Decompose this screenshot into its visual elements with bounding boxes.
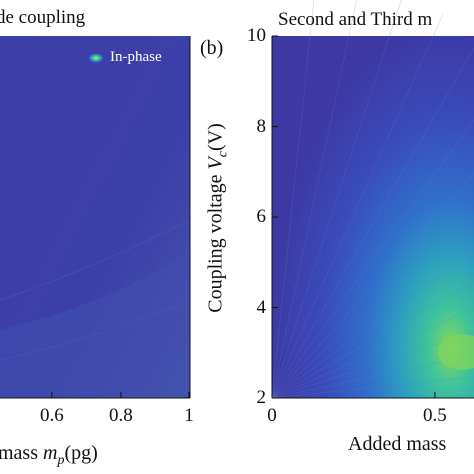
left-panel-title: de coupling: [0, 7, 86, 28]
right-contour-line: [271, 281, 474, 399]
right-panel-title: Second and Third m: [278, 9, 433, 30]
left-contour-shade: [0, 250, 190, 398]
axis-ticks: [51, 35, 436, 399]
left-x-tick-label: 0.6: [39, 405, 64, 426]
left-x-label-text: mass: [0, 442, 43, 464]
right-x-tick-label: 0.5: [423, 405, 447, 426]
right-heatmap: [272, 36, 474, 398]
right-peak-region: [438, 334, 474, 370]
left-contour-line: [0, 219, 191, 301]
right-y-label-unit: (V): [204, 123, 227, 151]
right-contour-line: [271, 332, 474, 399]
right-contour-line: [271, 47, 474, 399]
right-y-tick-label: 10: [247, 25, 266, 46]
right-y-label-subscript: c: [215, 151, 231, 158]
right-y-tick-label: 6: [256, 206, 267, 227]
left-contour-line: [0, 299, 191, 361]
left-panel: [0, 36, 191, 398]
right-x-tick-label: 0: [267, 405, 277, 426]
panel-label-b: (b): [200, 37, 224, 59]
right-contour-line: [271, 215, 474, 399]
right-y-axis-label: Coupling voltage Vc(V): [204, 123, 231, 313]
right-contour-line: [271, 307, 474, 399]
left-x-tick-label: 0.8: [109, 405, 133, 426]
left-x-label-symbol: m: [43, 442, 58, 464]
in-phase-legend-label: In-phase: [110, 49, 162, 65]
right-y-tick-label: 4: [256, 296, 267, 318]
right-contour-line: [271, 354, 474, 399]
left-x-label-unit: (pg): [64, 442, 98, 464]
right-contour-line: [271, 376, 474, 399]
right-contour-line: [271, 0, 402, 399]
left-x-tick-label: 1: [184, 405, 194, 426]
right-contour-lines: [271, 0, 474, 399]
right-contour-line: [271, 173, 474, 399]
right-y-tick-label: 2: [256, 387, 267, 408]
left-x-axis-label: mass mp(pg): [0, 443, 98, 468]
right-y-tick-label: 8: [256, 115, 267, 137]
right-contour-line: [271, 0, 357, 399]
right-y-label-text: Coupling voltage: [204, 169, 227, 313]
right-contour-line: [271, 0, 315, 399]
right-x-axis-label: Added mass: [348, 433, 447, 455]
left-x-label-subscript: p: [57, 453, 65, 468]
in-phase-legend-marker: [89, 53, 103, 63]
right-y-label-symbol: V: [204, 157, 227, 170]
right-contour-line: [271, 14, 444, 399]
right-contour-line: [271, 250, 474, 399]
right-panel: [271, 0, 474, 399]
right-contour-line: [271, 119, 474, 399]
